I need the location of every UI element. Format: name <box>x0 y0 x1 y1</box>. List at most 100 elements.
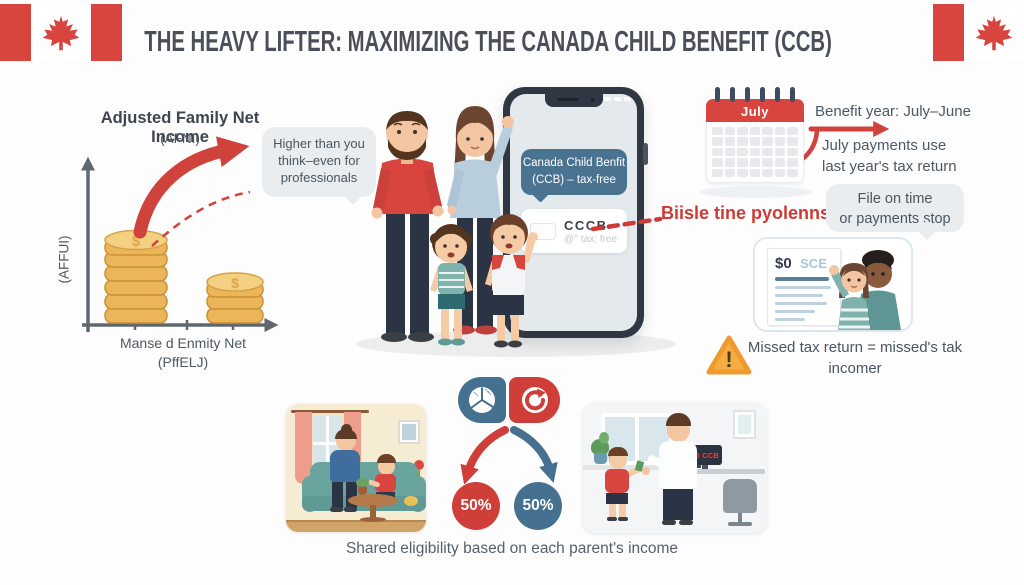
growth-dashed-curve <box>151 190 251 247</box>
calendar-day-cell <box>762 158 773 167</box>
calendar-day-cell <box>774 127 786 136</box>
coin-stack-tall: $ <box>104 229 168 324</box>
phone-notch <box>544 94 603 107</box>
left-share-badge: 50% <box>452 482 500 530</box>
ccb-card-subtitle: @° tax: free <box>564 233 618 245</box>
calendar-day-cell <box>762 147 773 157</box>
maple-leaf-icon <box>975 15 1013 50</box>
picture-frame <box>733 410 756 439</box>
warning-icon: ! <box>706 335 752 375</box>
counter <box>583 465 679 470</box>
calendar-day-cell <box>724 147 736 157</box>
callout-bubble: Higher than you think–even for professio… <box>262 127 376 197</box>
plant-pot <box>594 453 607 464</box>
calendar-day-cell <box>749 158 761 167</box>
calendar-day-cell <box>787 158 798 167</box>
growth-arrow <box>133 136 250 239</box>
calendar-day-cell <box>774 137 786 146</box>
tax-return-card: $0 SCE <box>753 237 913 332</box>
calendar-day-cell <box>774 147 786 157</box>
afni-chart: $ $ <box>81 136 279 332</box>
x-axis-label: Manse d Enmity Net (PffELJ) <box>119 335 247 370</box>
warning-exclamation: ! <box>725 347 732 372</box>
split-arrows <box>460 426 558 484</box>
calendar-rings <box>706 87 804 102</box>
calendar-day-cell <box>737 158 748 167</box>
calendar-month: July <box>706 99 804 122</box>
right-split-arrow <box>510 426 558 483</box>
refresh-icon <box>521 387 548 413</box>
calendar-day-cell <box>712 168 723 177</box>
couple-illustration <box>829 250 901 330</box>
calendar-day-cell <box>787 168 798 177</box>
flag-red-bar <box>0 4 31 61</box>
maple-leaf-icon <box>42 15 80 50</box>
payments-note: July payments use last year's tax return <box>822 137 957 175</box>
son-figure <box>485 214 538 348</box>
canada-flag-right <box>933 4 1024 61</box>
calendar-day-cell <box>737 147 748 157</box>
calendar-day-cell <box>712 137 723 146</box>
coin-stack-short: $ <box>206 272 264 324</box>
coin-dollar-sign: $ <box>132 233 141 250</box>
alert-text: Biisle tine pyolenns! <box>661 203 837 223</box>
left-split-arrow <box>460 426 509 484</box>
calendar-day-cell <box>724 168 736 177</box>
flag-red-bar <box>933 4 964 61</box>
desk <box>677 469 765 474</box>
calendar: July <box>706 87 804 183</box>
calendar-day-cell <box>749 147 761 157</box>
flag-red-bar <box>91 4 122 61</box>
floor <box>286 520 426 532</box>
calendar-day-cell <box>712 158 723 167</box>
page-title: THE HEAVY LIFTER: MAXIMIZING THE CANADA … <box>144 26 832 58</box>
calendar-day-cell <box>762 137 773 146</box>
calendar-day-cell <box>762 127 773 136</box>
calendar-day-cell <box>737 127 748 136</box>
phone-status-icons <box>604 97 631 101</box>
refresh-tile <box>509 377 560 423</box>
calendar-shadow <box>700 186 812 198</box>
tax-document: $0 SCE <box>767 248 841 326</box>
calendar-day-cell <box>774 168 786 177</box>
calendar-day-cell <box>737 168 748 177</box>
calendar-day-cell <box>774 158 786 167</box>
calendar-day-cell <box>749 168 761 177</box>
calendar-day-cell <box>749 137 761 146</box>
pie-chart-icon <box>469 387 495 413</box>
calendar-day-cell <box>787 137 798 146</box>
daughter-figure <box>430 224 473 346</box>
calendar-day-cell <box>737 137 748 146</box>
coin-dollar-sign: $ <box>231 275 239 291</box>
calendar-day-cell <box>724 158 736 167</box>
document-amount: $0 <box>775 255 792 272</box>
flower <box>414 460 424 470</box>
alert-connector-dashes <box>590 216 663 232</box>
file-on-time-bubble: File on time or payments stop <box>826 184 964 232</box>
right-arrow <box>808 120 890 138</box>
calendar-day-cell <box>762 168 773 177</box>
right-share-badge: 50% <box>514 482 562 530</box>
calendar-day-cell <box>712 127 723 136</box>
single-parent-scene <box>286 404 426 532</box>
canada-flag-left <box>0 4 122 61</box>
other-parent-scene: $0 CCB <box>583 403 767 533</box>
calendar-day-cell <box>787 147 798 157</box>
family-illustration <box>371 106 538 348</box>
cat-illustration <box>404 496 418 506</box>
missed-return-warning: Missed tax return = missed's tak incomer <box>747 339 963 377</box>
phone-side-button <box>643 143 648 165</box>
benefit-year-heading: Benefit year: July–June <box>815 103 971 120</box>
calendar-day-cell <box>787 127 798 136</box>
father-figure <box>371 111 444 342</box>
afni-chart-title: Adjusted Family Net Income <box>100 109 260 146</box>
document-code: SCE <box>800 256 827 271</box>
picture-frame <box>398 420 420 444</box>
calendar-day-cell <box>712 147 723 157</box>
calendar-grid <box>706 122 804 183</box>
pie-chart-tile <box>458 377 506 423</box>
curtain-left <box>295 412 312 484</box>
afni-chart-subtitle: (AFNI) <box>160 131 200 146</box>
ccb-card: CCCB @° tax: free <box>521 209 627 253</box>
